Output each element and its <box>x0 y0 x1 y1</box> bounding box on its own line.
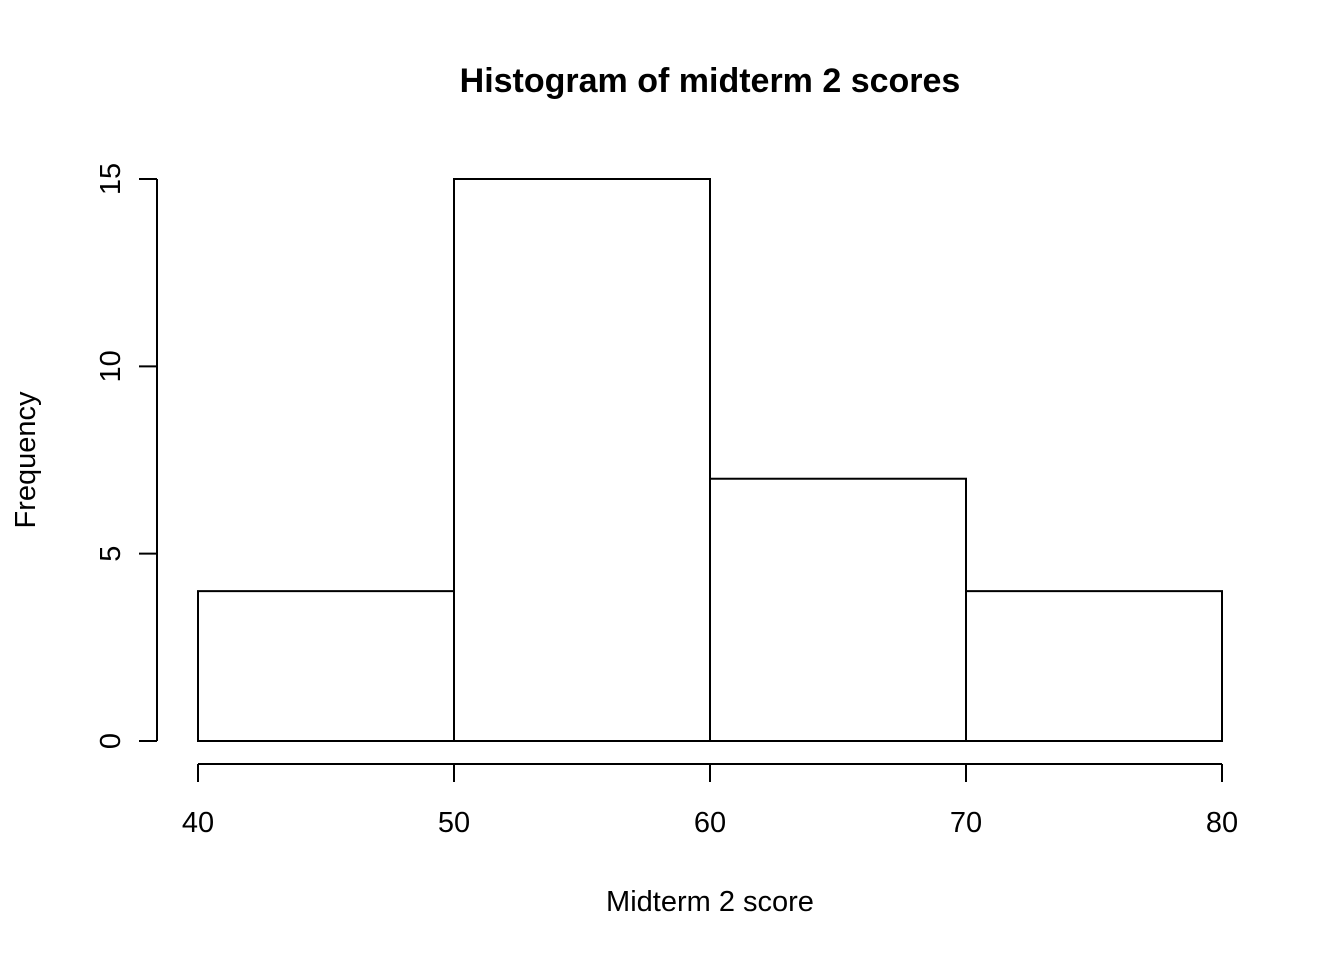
histogram-bar-3 <box>965 590 1223 743</box>
x-axis: 40 50 60 70 80 <box>182 763 1238 839</box>
histogram-bar-0 <box>197 590 455 743</box>
y-axis: 0 5 10 15 <box>95 163 158 749</box>
x-tick-label: 80 <box>1206 807 1238 839</box>
y-tick-label: 5 <box>95 546 127 562</box>
x-tick-label: 50 <box>438 807 470 839</box>
histogram-bar-2 <box>709 477 967 742</box>
chart-title: Histogram of midterm 2 scores <box>460 62 961 100</box>
x-axis-label: Midterm 2 score <box>606 886 814 918</box>
y-axis-label: Frequency <box>10 391 42 529</box>
x-tick-label: 40 <box>182 807 214 839</box>
y-tick-label: 10 <box>95 350 127 382</box>
y-tick-label: 0 <box>95 733 127 749</box>
histogram-bar-1 <box>453 178 711 742</box>
x-tick-label: 70 <box>950 807 982 839</box>
bars-group <box>197 178 1223 743</box>
y-tick-label: 15 <box>95 163 127 195</box>
x-tick-label: 60 <box>694 807 726 839</box>
